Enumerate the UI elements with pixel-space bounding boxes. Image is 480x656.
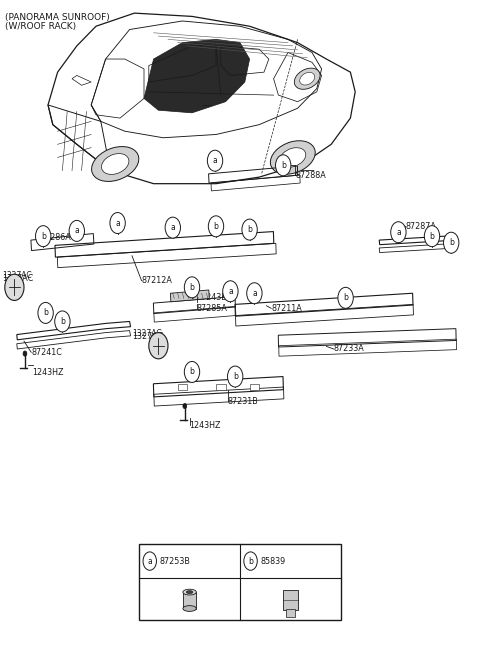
Text: b: b — [248, 556, 253, 565]
Text: (W/ROOF RACK): (W/ROOF RACK) — [5, 22, 76, 31]
Ellipse shape — [186, 590, 193, 594]
Circle shape — [55, 311, 70, 332]
Circle shape — [36, 226, 51, 247]
Ellipse shape — [183, 605, 196, 611]
Circle shape — [5, 274, 24, 300]
Circle shape — [208, 216, 224, 237]
Circle shape — [247, 283, 262, 304]
Circle shape — [149, 333, 168, 359]
Text: b: b — [281, 161, 286, 170]
Text: 87285A: 87285A — [197, 304, 228, 313]
Circle shape — [242, 219, 257, 240]
Text: 87233A: 87233A — [334, 344, 364, 354]
Text: 1243HZ: 1243HZ — [190, 420, 221, 430]
Circle shape — [391, 222, 406, 243]
Text: b: b — [233, 372, 238, 381]
Text: 87241C: 87241C — [31, 348, 62, 357]
Text: a: a — [147, 556, 152, 565]
Ellipse shape — [183, 589, 196, 595]
Text: 87211A: 87211A — [271, 304, 302, 313]
Bar — [283, 590, 298, 610]
Text: a: a — [228, 287, 233, 296]
Text: 87286A: 87286A — [41, 233, 72, 242]
Circle shape — [23, 351, 27, 356]
Circle shape — [165, 217, 180, 238]
Text: b: b — [41, 232, 46, 241]
Bar — [178, 384, 187, 390]
Text: 87243B: 87243B — [197, 293, 228, 302]
Polygon shape — [170, 290, 209, 302]
Text: 1327AC: 1327AC — [132, 329, 162, 338]
Text: 87253B: 87253B — [159, 556, 190, 565]
Text: 1327AC: 1327AC — [2, 274, 34, 283]
Text: a: a — [115, 218, 120, 228]
Text: (PANORAMA SUNROOF): (PANORAMA SUNROOF) — [5, 13, 109, 22]
Circle shape — [184, 277, 200, 298]
Ellipse shape — [101, 154, 129, 174]
Circle shape — [276, 155, 291, 176]
Bar — [216, 384, 226, 390]
Circle shape — [110, 213, 125, 234]
Bar — [139, 544, 341, 620]
Text: a: a — [213, 156, 217, 165]
Ellipse shape — [280, 148, 306, 167]
Circle shape — [69, 220, 84, 241]
Bar — [183, 592, 196, 609]
Ellipse shape — [92, 146, 139, 182]
Text: 87231B: 87231B — [228, 397, 259, 406]
Circle shape — [424, 226, 440, 247]
Text: b: b — [343, 293, 348, 302]
Bar — [250, 384, 259, 390]
Text: 1327AC: 1327AC — [2, 271, 32, 280]
Text: b: b — [190, 283, 194, 292]
Text: 85839: 85839 — [260, 556, 286, 565]
Text: a: a — [74, 226, 79, 236]
Text: a: a — [252, 289, 257, 298]
Ellipse shape — [294, 68, 320, 89]
Circle shape — [244, 552, 257, 570]
Text: b: b — [449, 238, 454, 247]
Circle shape — [223, 281, 238, 302]
Text: 87288A: 87288A — [295, 171, 326, 180]
Circle shape — [143, 552, 156, 570]
Circle shape — [183, 403, 187, 409]
Text: a: a — [170, 223, 175, 232]
Text: 87212A: 87212A — [142, 276, 172, 285]
Ellipse shape — [270, 141, 315, 174]
Text: 1327AC: 1327AC — [132, 332, 163, 341]
Text: b: b — [60, 317, 65, 326]
Bar — [286, 609, 295, 617]
Text: b: b — [190, 367, 194, 377]
Circle shape — [228, 366, 243, 387]
Circle shape — [338, 287, 353, 308]
Text: b: b — [214, 222, 218, 231]
Text: b: b — [430, 232, 434, 241]
Circle shape — [444, 232, 459, 253]
Ellipse shape — [300, 72, 315, 85]
Text: b: b — [247, 225, 252, 234]
Polygon shape — [144, 39, 250, 113]
Text: 1243HZ: 1243HZ — [33, 368, 64, 377]
Text: 87287A: 87287A — [406, 222, 436, 231]
Text: a: a — [396, 228, 401, 237]
Text: b: b — [43, 308, 48, 318]
Circle shape — [38, 302, 53, 323]
Circle shape — [184, 361, 200, 382]
Circle shape — [207, 150, 223, 171]
